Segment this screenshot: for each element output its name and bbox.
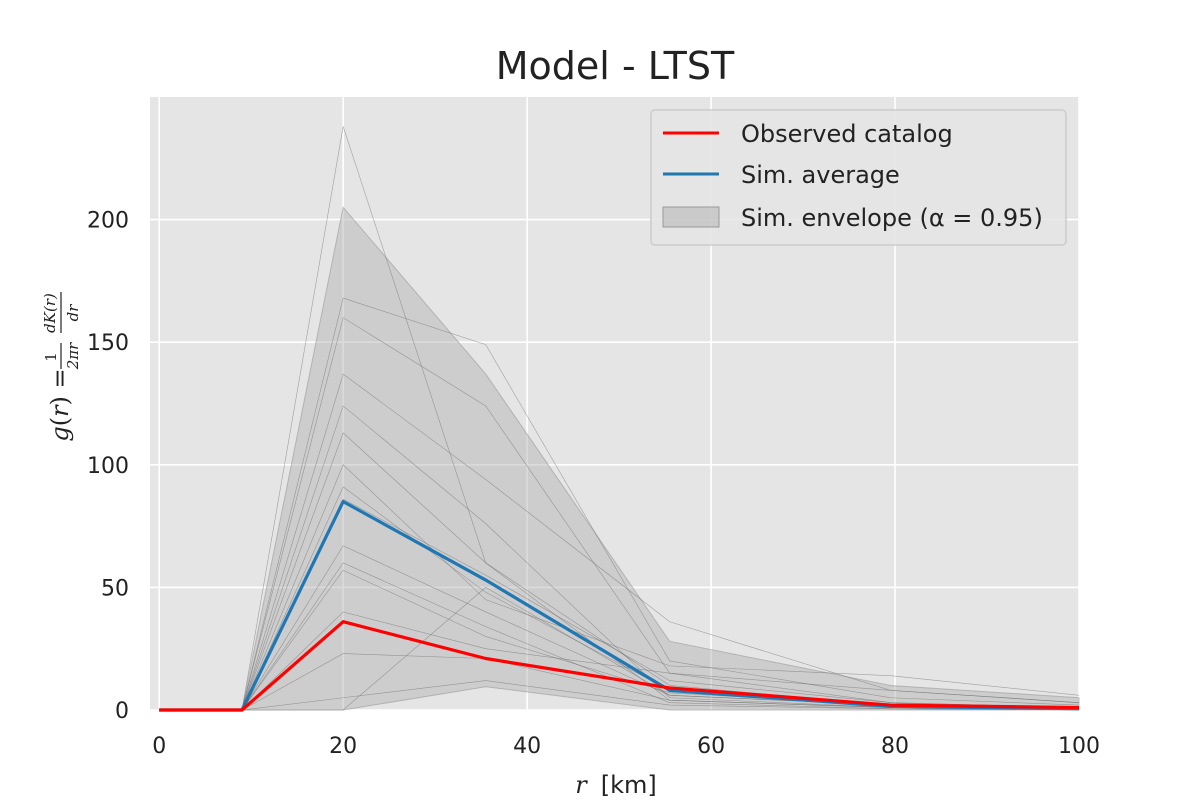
y-axis-label: g(r) = 1 2πr dK(r) dr	[41, 292, 82, 442]
chart-title: Model - LTST	[496, 44, 735, 88]
svg-text:g(r) =: g(r) =	[46, 368, 74, 441]
legend-label-envelope: Sim. envelope (α = 0.95)	[741, 204, 1043, 232]
svg-text:dK(r): dK(r)	[41, 293, 59, 333]
observed-catalog-line	[159, 620, 1080, 712]
legend-label-observed: Observed catalog	[741, 120, 953, 148]
svg-text:2πr: 2πr	[64, 342, 82, 370]
x-axis-unit: [km]	[601, 771, 657, 799]
y-tick-label-2: 100	[87, 454, 129, 479]
x-tick-label-5: 100	[1058, 734, 1100, 759]
y-tick-label-0: 0	[115, 699, 129, 724]
y-tick-label-3: 150	[87, 331, 129, 356]
x-tick-label-2: 40	[513, 734, 541, 759]
y-tick-label-4: 200	[87, 209, 129, 234]
x-tick-label-4: 80	[881, 734, 909, 759]
legend-box	[650, 109, 1067, 246]
x-axis-variable: r	[575, 771, 588, 799]
envelope-layer	[159, 206, 1080, 711]
x-tick-label-0: 0	[152, 734, 166, 759]
x-tick-label-3: 60	[697, 734, 725, 759]
svg-text:1: 1	[42, 352, 60, 362]
x-axis-label: r [km]	[575, 771, 657, 799]
y-tick-label-1: 50	[101, 576, 129, 601]
series-layer	[159, 499, 1080, 712]
legend-label-sim-average: Sim. average	[741, 161, 900, 189]
sim-envelope-area	[159, 206, 1080, 711]
legend-swatch-envelope	[662, 206, 720, 228]
legend: Observed catalog Sim. average Sim. envel…	[650, 109, 1067, 246]
svg-text:dr: dr	[64, 304, 82, 322]
tick-labels: 0 20 40 60 80 100 0 50 100 150 200	[87, 209, 1100, 759]
x-tick-label-1: 20	[329, 734, 357, 759]
